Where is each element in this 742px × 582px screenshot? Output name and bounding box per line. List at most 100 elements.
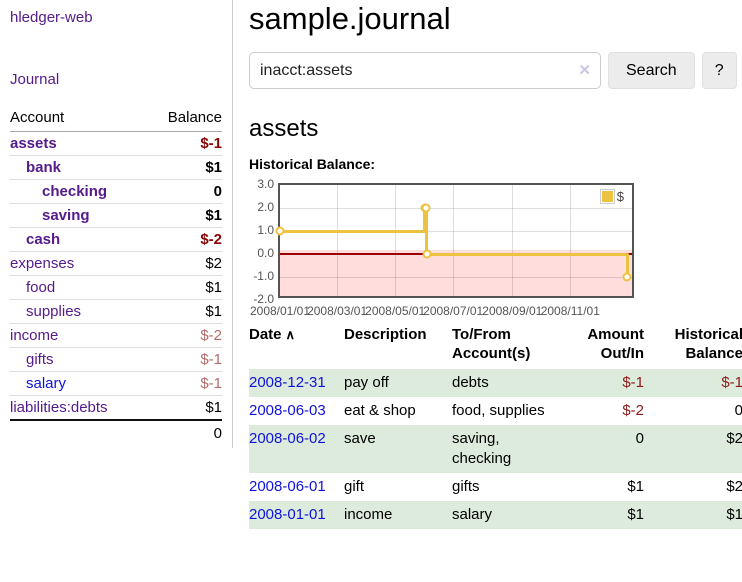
transaction-balance: $-1 [721, 374, 742, 391]
transaction-amount: $-1 [622, 374, 644, 391]
transaction-accounts: saving, checking [452, 430, 512, 467]
account-row: bank $1 [10, 155, 222, 180]
account-balance: $-2 [146, 227, 222, 252]
x-tick-label: 2008/01/01 [249, 304, 311, 318]
table-row: 2008-01-01 income salary $1 $1 [249, 501, 742, 529]
x-tick-label: 2008/11/01 [540, 304, 600, 318]
app-title-link[interactable]: hledger-web [10, 9, 93, 26]
chart-plot-area[interactable]: 3.0 2.0 1.0 0.0 -1.0 -2.0 2008/01/01 2008/03/01… [250, 178, 634, 318]
account-balance: $-1 [146, 371, 222, 396]
x-tick-label: 2008/05/01 [365, 304, 426, 318]
total-spacer [10, 419, 147, 446]
chart-data-point[interactable] [622, 272, 632, 282]
y-tick-label: -1.0 [253, 269, 274, 283]
account-heading: assets [249, 115, 319, 142]
table-row: 2008-06-01 gift gifts $1 $2 [249, 473, 742, 501]
account-link[interactable]: income [10, 327, 59, 344]
account-link[interactable]: checking [42, 183, 108, 200]
transaction-accounts: food, supplies [452, 402, 545, 419]
register-header-description: Description [344, 326, 427, 343]
chart-data-point[interactable] [422, 249, 432, 259]
account-link[interactable]: saving [42, 207, 90, 224]
chart-title: Historical Balance: [249, 156, 376, 172]
account-row: saving $1 [10, 203, 222, 228]
register-header-balance: Historical Balance [674, 326, 742, 362]
table-row: 2008-12-31 pay off debts $-1 $-1 [249, 369, 742, 397]
transaction-description: pay off [344, 374, 389, 391]
chart-series-line [625, 252, 629, 279]
negative-region [280, 250, 632, 296]
account-balance: $1 [146, 155, 222, 180]
register-header-amount: Amount Out/In [587, 326, 644, 362]
account-row: expenses $2 [10, 251, 222, 276]
account-link[interactable]: assets [10, 135, 57, 152]
transaction-description: income [344, 506, 393, 523]
transaction-description: eat & shop [344, 402, 416, 419]
account-link[interactable]: supplies [26, 303, 82, 320]
transaction-date-link[interactable]: 2008-06-02 [249, 430, 326, 447]
account-name-cell: salary [10, 371, 147, 396]
chart-grid-line [280, 277, 632, 278]
chart-grid-line [280, 231, 632, 232]
transaction-date-link[interactable]: 2008-06-01 [249, 478, 326, 495]
transaction-date-link[interactable]: 2008-01-01 [249, 506, 326, 523]
x-tick-label: 2008/03/01 [307, 304, 368, 318]
chart-data-point[interactable] [275, 226, 285, 236]
chart-grid-line [570, 185, 572, 296]
transaction-date-cell: 2008-06-03 [249, 397, 344, 425]
chart-grid-line [453, 185, 455, 296]
transaction-balance: $2 [726, 430, 742, 447]
total-row: 0 [10, 419, 222, 446]
account-link[interactable]: expenses [10, 255, 75, 272]
chart-series-line [425, 206, 429, 256]
account-name-cell: gifts [10, 347, 147, 372]
transaction-amount: 0 [635, 430, 644, 447]
y-tick-label: 2.0 [257, 200, 274, 214]
account-column-header: Account [10, 106, 147, 132]
account-link[interactable]: salary [26, 375, 67, 392]
transaction-amount: $1 [627, 478, 644, 495]
clear-search-icon[interactable]: ✕ [578, 62, 591, 79]
account-balance: 0 [146, 179, 222, 204]
account-row: liabilities:debts $1 [10, 395, 222, 420]
transaction-balance: $1 [726, 506, 742, 523]
transaction-amount: $-2 [622, 402, 644, 419]
chart-series-line [426, 252, 628, 256]
page: hledger-web Journal Account Balance asse… [10, 0, 742, 541]
account-name-cell: cash [10, 227, 147, 252]
account-link[interactable]: cash [26, 231, 61, 248]
sort-ascending-icon: ∧ [285, 327, 296, 342]
transaction-balance: 0 [734, 402, 742, 419]
search-input[interactable] [249, 52, 601, 89]
chart-legend: $ [599, 189, 624, 204]
account-link[interactable]: gifts [26, 351, 54, 368]
account-name-cell: food [10, 275, 147, 300]
account-link[interactable]: food [26, 279, 56, 296]
account-row: food $1 [10, 275, 222, 300]
help-button[interactable]: ? [701, 52, 737, 89]
transaction-accounts: gifts [452, 478, 480, 495]
table-row: 2008-06-03 eat & shop food, supplies $-2 0 [249, 397, 742, 425]
account-balance: $-1 [146, 347, 222, 372]
account-row: salary $-1 [10, 371, 222, 396]
balance-chart: 3.0 2.0 1.0 0.0 -1.0 -2.0 2008/01/01 2008/03/01… [250, 178, 742, 318]
account-link[interactable]: bank [26, 159, 62, 176]
register-header-date[interactable]: Date ∧ [249, 326, 296, 343]
chart-grid-line [337, 185, 339, 296]
journal-link[interactable]: Journal [10, 71, 60, 88]
chart-data-point[interactable] [421, 203, 431, 213]
chart-grid-line [395, 185, 397, 296]
total-balance: 0 [146, 419, 222, 446]
transaction-date-link[interactable]: 2008-12-31 [249, 374, 326, 391]
main-content: sample.journal ✕ Search ? assets Histori… [233, 0, 742, 541]
legend-swatch [601, 191, 613, 202]
account-link[interactable]: liabilities:debts [10, 399, 108, 416]
account-tree: Account Balance assets $-1 bank $1 checking 0… [10, 106, 222, 446]
account-row: supplies $1 [10, 299, 222, 324]
legend-label: $ [616, 189, 624, 204]
search-button[interactable]: Search [608, 52, 695, 89]
account-balance: $-2 [146, 323, 222, 348]
transaction-date-link[interactable]: 2008-06-03 [249, 402, 326, 419]
search-input-wrap: ✕ [249, 52, 601, 89]
account-name-cell: checking [10, 179, 147, 204]
